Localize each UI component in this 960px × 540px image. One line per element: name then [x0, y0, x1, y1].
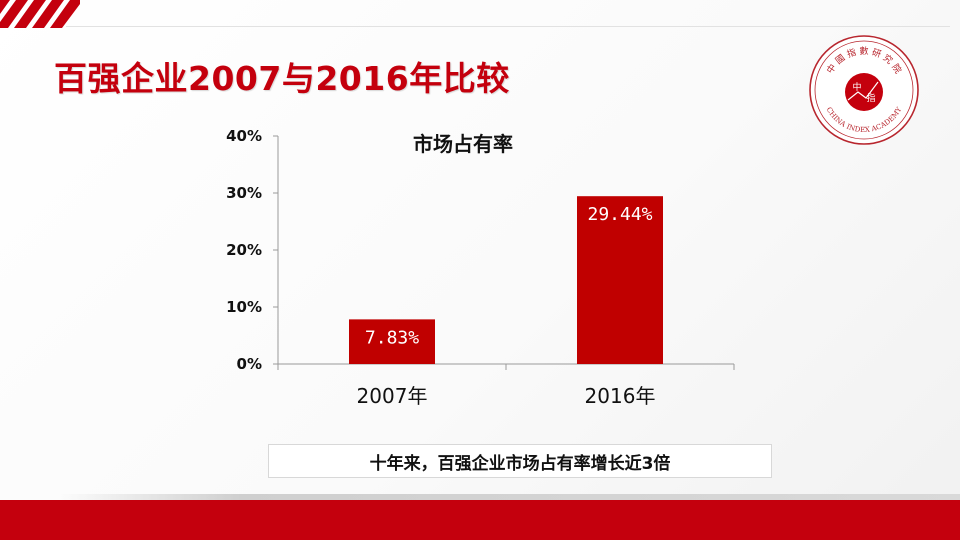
x-category-label: 2016年 — [585, 384, 656, 408]
china-index-academy-logo: 中 國 指 數 研 究 院 CHINA INDEX ACADEMY 中 指 — [809, 35, 919, 145]
footer-shadow-bar — [60, 494, 960, 500]
bar-1 — [349, 319, 435, 364]
logo-center-char-1: 中 — [852, 81, 861, 93]
corner-stripes-decoration — [0, 0, 80, 28]
y-tick-label: 10% — [226, 298, 262, 316]
slide-title: 百强企业2007与2016年比较 — [54, 59, 510, 98]
bar-data-labels: 7.83% 29.44% — [365, 204, 653, 348]
bars — [349, 196, 663, 364]
bar-data-label: 29.44% — [587, 204, 652, 225]
y-axis-ticks: 0% 10% 20% 30% 40% — [226, 127, 278, 373]
footer-red-bar — [0, 500, 960, 540]
y-tick-label: 30% — [226, 184, 262, 202]
caption-box: 十年来，百强企业市场占有率增长近3倍 — [268, 444, 772, 478]
logo-center-char-2: 指 — [866, 92, 875, 104]
caption-text: 十年来，百强企业市场占有率增长近3倍 — [369, 453, 671, 474]
y-tick-label: 40% — [226, 127, 262, 145]
x-category-labels: 2007年 2016年 — [357, 384, 656, 408]
x-category-label: 2007年 — [357, 384, 428, 408]
chart-title: 市场占有率 — [413, 132, 513, 156]
bar-2 — [577, 196, 663, 364]
header-divider — [66, 26, 950, 27]
y-tick-label: 0% — [237, 355, 262, 373]
bar-data-label: 7.83% — [365, 327, 419, 348]
y-tick-label: 20% — [226, 241, 262, 259]
x-axis-ticks — [277, 364, 735, 370]
